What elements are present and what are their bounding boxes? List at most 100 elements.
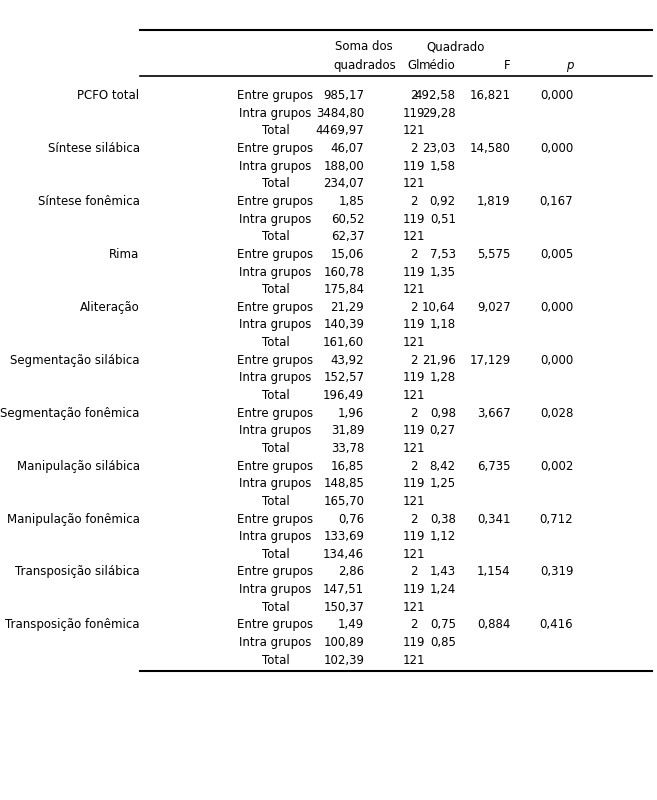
Text: 16,85: 16,85: [330, 460, 364, 473]
Text: 0,341: 0,341: [477, 513, 510, 526]
Text: 0,884: 0,884: [477, 618, 510, 631]
Text: Transposição fonêmica: Transposição fonêmica: [5, 618, 139, 631]
Text: Soma dos: Soma dos: [336, 40, 393, 54]
Text: Intra grupos: Intra grupos: [239, 371, 311, 385]
Text: 0,005: 0,005: [540, 248, 574, 261]
Text: 0,51: 0,51: [430, 213, 456, 226]
Text: 15,06: 15,06: [330, 248, 364, 261]
Text: 121: 121: [403, 178, 425, 190]
Text: 234,07: 234,07: [323, 178, 364, 190]
Text: Total: Total: [261, 495, 289, 508]
Text: 121: 121: [403, 601, 425, 614]
Text: 4469,97: 4469,97: [315, 124, 364, 138]
Text: Manipulação silábica: Manipulação silábica: [16, 460, 139, 473]
Text: 0,92: 0,92: [430, 195, 456, 208]
Text: Intra grupos: Intra grupos: [239, 266, 311, 278]
Text: Intra grupos: Intra grupos: [239, 318, 311, 331]
Text: 1,43: 1,43: [430, 566, 456, 578]
Text: 2: 2: [410, 89, 418, 102]
Text: 119: 119: [403, 160, 425, 173]
Text: Transposição silábica: Transposição silábica: [15, 566, 139, 578]
Text: Total: Total: [261, 336, 289, 349]
Text: Rima: Rima: [109, 248, 139, 261]
Text: 2: 2: [410, 248, 418, 261]
Text: 1,154: 1,154: [477, 566, 510, 578]
Text: 119: 119: [403, 636, 425, 649]
Text: 160,78: 160,78: [323, 266, 364, 278]
Text: 3484,80: 3484,80: [316, 106, 364, 120]
Text: Total: Total: [261, 442, 289, 455]
Text: Síntese silábica: Síntese silábica: [47, 142, 139, 155]
Text: 6,735: 6,735: [477, 460, 510, 473]
Text: Intra grupos: Intra grupos: [239, 478, 311, 490]
Text: Gl: Gl: [408, 59, 420, 72]
Text: 14,580: 14,580: [470, 142, 510, 155]
Text: quadrados: quadrados: [333, 59, 396, 72]
Text: Segmentação silábica: Segmentação silábica: [10, 354, 139, 366]
Text: Manipulação fonêmica: Manipulação fonêmica: [7, 513, 139, 526]
Text: Intra grupos: Intra grupos: [239, 106, 311, 120]
Text: 119: 119: [403, 106, 425, 120]
Text: 10,64: 10,64: [422, 301, 456, 314]
Text: 161,60: 161,60: [323, 336, 364, 349]
Text: 121: 121: [403, 495, 425, 508]
Text: Aliteração: Aliteração: [79, 301, 139, 314]
Text: Total: Total: [261, 124, 289, 138]
Text: 2: 2: [410, 406, 418, 420]
Text: 23,03: 23,03: [422, 142, 456, 155]
Text: F: F: [504, 59, 510, 72]
Text: 1,28: 1,28: [430, 371, 456, 385]
Text: 1,819: 1,819: [477, 195, 510, 208]
Text: 0,000: 0,000: [540, 89, 574, 102]
Text: Total: Total: [261, 548, 289, 561]
Text: 43,92: 43,92: [330, 354, 364, 366]
Text: 0,002: 0,002: [540, 460, 574, 473]
Text: 175,84: 175,84: [323, 283, 364, 296]
Text: 0,85: 0,85: [430, 636, 456, 649]
Text: 17,129: 17,129: [469, 354, 510, 366]
Text: Entre grupos: Entre grupos: [237, 248, 313, 261]
Text: 121: 121: [403, 442, 425, 455]
Text: 119: 119: [403, 266, 425, 278]
Text: 188,00: 188,00: [323, 160, 364, 173]
Text: Total: Total: [261, 601, 289, 614]
Text: 0,000: 0,000: [540, 142, 574, 155]
Text: 33,78: 33,78: [331, 442, 364, 455]
Text: 1,12: 1,12: [430, 530, 456, 543]
Text: 100,89: 100,89: [323, 636, 364, 649]
Text: 0,028: 0,028: [540, 406, 574, 420]
Text: Intra grupos: Intra grupos: [239, 160, 311, 173]
Text: 21,29: 21,29: [330, 301, 364, 314]
Text: 31,89: 31,89: [330, 424, 364, 438]
Text: 2: 2: [410, 513, 418, 526]
Text: 121: 121: [403, 124, 425, 138]
Text: Total: Total: [261, 389, 289, 402]
Text: Intra grupos: Intra grupos: [239, 424, 311, 438]
Text: 1,85: 1,85: [338, 195, 364, 208]
Text: 121: 121: [403, 230, 425, 243]
Text: 119: 119: [403, 583, 425, 596]
Text: Entre grupos: Entre grupos: [237, 406, 313, 420]
Text: 62,37: 62,37: [330, 230, 364, 243]
Text: Entre grupos: Entre grupos: [237, 354, 313, 366]
Text: 133,69: 133,69: [323, 530, 364, 543]
Text: 147,51: 147,51: [323, 583, 364, 596]
Text: PCFO total: PCFO total: [78, 89, 139, 102]
Text: 21,96: 21,96: [422, 354, 456, 366]
Text: Intra grupos: Intra grupos: [239, 636, 311, 649]
Text: 1,25: 1,25: [430, 478, 456, 490]
Text: 119: 119: [403, 318, 425, 331]
Text: 2: 2: [410, 142, 418, 155]
Text: 0,98: 0,98: [430, 406, 456, 420]
Text: 119: 119: [403, 213, 425, 226]
Text: 1,49: 1,49: [338, 618, 364, 631]
Text: 119: 119: [403, 424, 425, 438]
Text: Entre grupos: Entre grupos: [237, 142, 313, 155]
Text: Intra grupos: Intra grupos: [239, 213, 311, 226]
Text: 5,575: 5,575: [477, 248, 510, 261]
Text: 2,86: 2,86: [338, 566, 364, 578]
Text: 0,712: 0,712: [540, 513, 574, 526]
Text: 150,37: 150,37: [323, 601, 364, 614]
Text: 2: 2: [410, 354, 418, 366]
Text: 121: 121: [403, 654, 425, 666]
